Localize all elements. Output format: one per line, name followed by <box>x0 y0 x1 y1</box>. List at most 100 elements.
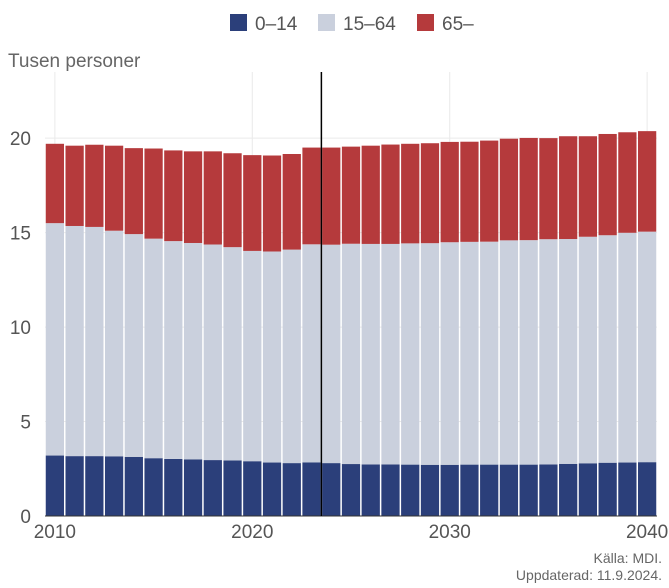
bar-segment[interactable] <box>45 223 64 456</box>
bar-segment[interactable] <box>302 462 321 516</box>
bar-segment[interactable] <box>45 455 64 516</box>
bar-segment[interactable] <box>144 458 163 516</box>
bar-segment[interactable] <box>65 145 84 226</box>
bar-segment[interactable] <box>638 231 657 463</box>
bar-segment[interactable] <box>440 141 459 243</box>
bar-segment[interactable] <box>420 143 440 244</box>
bar-segment[interactable] <box>144 238 163 459</box>
bar-segment[interactable] <box>618 232 637 463</box>
bar-segment[interactable] <box>203 460 222 516</box>
bar-segment[interactable] <box>223 153 242 248</box>
bar-segment[interactable] <box>341 243 361 465</box>
bar-segment[interactable] <box>282 153 301 250</box>
bar-segment[interactable] <box>578 136 598 237</box>
bar-segment[interactable] <box>499 138 519 241</box>
bar-segment[interactable] <box>322 244 341 464</box>
bar-segment[interactable] <box>440 242 459 465</box>
bar-segment[interactable] <box>302 147 321 245</box>
bar-segment[interactable] <box>104 230 124 457</box>
bar-segment[interactable] <box>183 151 203 243</box>
bar-segment[interactable] <box>420 464 440 516</box>
bar-segment[interactable] <box>203 244 222 461</box>
bar-segment[interactable] <box>262 462 282 516</box>
bar-segment[interactable] <box>45 143 64 224</box>
legend-item[interactable]: 65– <box>417 14 474 35</box>
bar-segment[interactable] <box>243 155 262 251</box>
bar-segment[interactable] <box>65 456 84 516</box>
legend-item[interactable]: 15–64 <box>318 14 396 35</box>
y-tick-label: 10 <box>10 318 31 339</box>
bar-segment[interactable] <box>598 235 617 463</box>
bar-segment[interactable] <box>124 456 143 516</box>
bar-segment[interactable] <box>262 155 282 252</box>
bar-segment[interactable] <box>559 463 578 516</box>
bar-segment[interactable] <box>183 242 203 460</box>
bar-segment[interactable] <box>559 136 578 240</box>
bar-segment[interactable] <box>460 464 479 516</box>
bar-segment[interactable] <box>164 150 183 242</box>
bar-segment[interactable] <box>144 148 163 239</box>
bar-segment[interactable] <box>203 151 222 245</box>
bar-segment[interactable] <box>618 462 637 516</box>
bar-segment[interactable] <box>519 240 538 465</box>
bar-segment[interactable] <box>401 464 420 516</box>
bar-segment[interactable] <box>85 226 104 457</box>
bar-segment[interactable] <box>381 243 400 465</box>
bar-segment[interactable] <box>322 463 341 516</box>
bar-segment[interactable] <box>480 140 499 242</box>
bar-segment[interactable] <box>638 462 657 516</box>
bar-segment[interactable] <box>401 243 420 465</box>
bar-segment[interactable] <box>164 241 183 459</box>
bar-segment[interactable] <box>598 133 617 236</box>
bar-segment[interactable] <box>183 459 203 516</box>
bar-segment[interactable] <box>361 145 380 244</box>
bar-segment[interactable] <box>302 244 321 463</box>
bar-segment[interactable] <box>638 131 657 232</box>
bar-segment[interactable] <box>598 462 617 516</box>
bar-segment[interactable] <box>519 137 538 241</box>
bar-segment[interactable] <box>85 144 104 227</box>
bar-segment[interactable] <box>539 239 558 465</box>
bar-segment[interactable] <box>282 463 301 516</box>
bar-segment[interactable] <box>618 132 637 233</box>
bar-segment[interactable] <box>440 464 459 516</box>
bar-segment[interactable] <box>164 458 183 516</box>
bar-segment[interactable] <box>578 236 598 464</box>
legend-item[interactable]: 0–14 <box>230 14 298 35</box>
bar-segment[interactable] <box>65 225 84 457</box>
bar-segment[interactable] <box>243 461 262 516</box>
legend-swatch <box>318 14 335 31</box>
bar-segment[interactable] <box>341 146 361 244</box>
bar-segment[interactable] <box>124 148 143 235</box>
bar-segment[interactable] <box>539 464 558 516</box>
bar-segment[interactable] <box>361 464 380 516</box>
bar-segment[interactable] <box>223 247 242 461</box>
bar-segment[interactable] <box>104 145 124 231</box>
bar-segment[interactable] <box>223 460 242 516</box>
bar-segment[interactable] <box>559 239 578 464</box>
bar-segment[interactable] <box>499 464 519 516</box>
bar-segment[interactable] <box>104 456 124 516</box>
bar-segment[interactable] <box>401 143 420 244</box>
bar-segment[interactable] <box>499 240 519 465</box>
bar-segment[interactable] <box>578 463 598 516</box>
bar-segment[interactable] <box>361 243 380 465</box>
bar-segment[interactable] <box>539 138 558 240</box>
bar-segment[interactable] <box>381 464 400 516</box>
bar-segment[interactable] <box>322 147 341 245</box>
legend[interactable]: 0–14 15–64 65– <box>230 14 474 35</box>
bar-segment[interactable] <box>480 464 499 516</box>
bar-segment[interactable] <box>460 141 479 242</box>
bar-segment[interactable] <box>420 243 440 465</box>
bar-segment[interactable] <box>243 250 262 462</box>
bar-segment[interactable] <box>262 251 282 463</box>
bar-segment[interactable] <box>460 241 479 465</box>
bar-segment[interactable] <box>381 144 400 244</box>
bar-segment[interactable] <box>519 464 538 516</box>
bar-segment[interactable] <box>282 249 301 464</box>
bar-segment[interactable] <box>480 241 499 465</box>
bar-segment[interactable] <box>124 234 143 457</box>
bar-segment[interactable] <box>341 464 361 516</box>
bar-segment[interactable] <box>85 456 104 516</box>
